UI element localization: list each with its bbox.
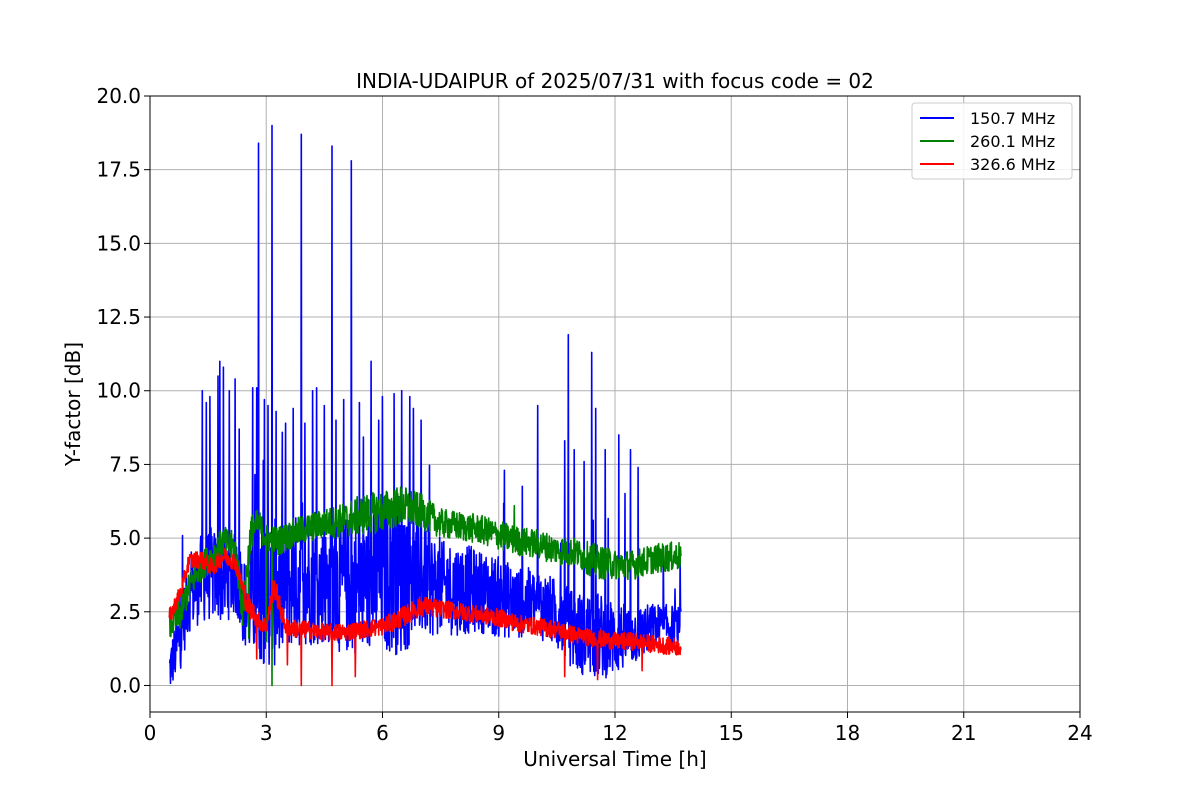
series-line-3 — [168, 547, 682, 687]
legend-box — [911, 102, 1073, 180]
y-tick-label: 10.0 — [96, 379, 141, 403]
x-tick-label: 12 — [602, 721, 627, 745]
x-tick-label: 24 — [1067, 721, 1092, 745]
series-line-2 — [168, 486, 682, 687]
series-layer — [168, 124, 682, 687]
y-tick-label: 17.5 — [96, 158, 141, 182]
y-tick-label: 0.0 — [109, 673, 141, 697]
x-tick-label: 15 — [719, 721, 744, 745]
series-line-1 — [168, 124, 682, 685]
x-axis-ticks: 0 3 6 9 12 15 18 21 24 — [144, 712, 1093, 745]
y-tick-label: 12.5 — [96, 305, 141, 329]
x-tick-label: 6 — [376, 721, 389, 745]
x-tick-label: 0 — [144, 721, 157, 745]
x-tick-label: 18 — [835, 721, 860, 745]
y-tick-label: 20.0 — [96, 84, 141, 108]
chart-title: INDIA-UDAIPUR of 2025/07/31 with focus c… — [356, 69, 874, 93]
x-tick-label: 21 — [951, 721, 976, 745]
y-axis-label: Y-factor [dB] — [61, 342, 85, 467]
y-tick-label: 7.5 — [109, 452, 141, 476]
x-tick-label: 9 — [492, 721, 505, 745]
legend-label: 150.7 MHz — [970, 109, 1055, 128]
legend: 150.7 MHz 260.1 MHz 326.6 MHz — [911, 102, 1073, 180]
y-tick-label: 15.0 — [96, 231, 141, 255]
x-axis-label: Universal Time [h] — [523, 747, 706, 771]
legend-label: 326.6 MHz — [970, 155, 1055, 174]
y-axis-ticks: 0.0 2.5 5.0 7.5 10.0 12.5 15.0 17.5 20.0 — [96, 84, 150, 697]
legend-label: 260.1 MHz — [970, 132, 1055, 151]
y-tick-label: 2.5 — [109, 600, 141, 624]
x-tick-label: 3 — [260, 721, 273, 745]
y-tick-label: 5.0 — [109, 526, 141, 550]
